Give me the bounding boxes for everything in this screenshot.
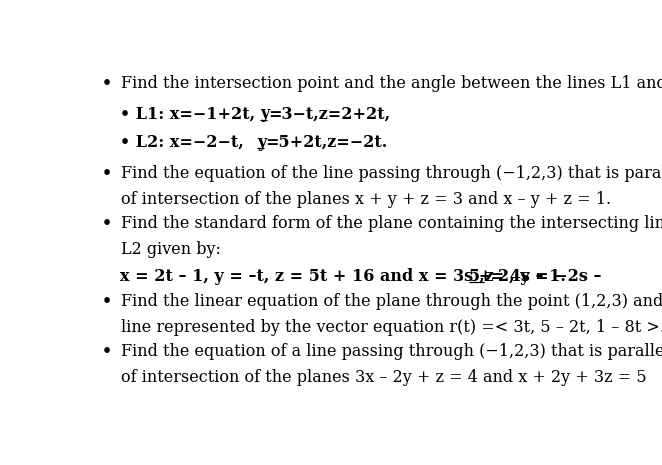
Text: = 4s – 1.: = 4s – 1. bbox=[485, 268, 566, 285]
Text: • L1: x=−1+2t,: • L1: x=−1+2t, bbox=[120, 105, 255, 122]
Text: line represented by the vector equation r(t) =< 3t, 5 – 2t, 1 – 8t >.: line represented by the vector equation … bbox=[121, 319, 662, 336]
Text: •: • bbox=[102, 165, 113, 182]
Text: 5,z: 5,z bbox=[469, 268, 495, 285]
Text: Find the intersection point and the angle between the lines L1 and L2.: Find the intersection point and the angl… bbox=[121, 75, 662, 93]
Text: L2 given by:: L2 given by: bbox=[121, 241, 221, 258]
Text: Find the equation of the line passing through (−1,2,3) that is parallel to the l: Find the equation of the line passing th… bbox=[121, 165, 662, 182]
Text: Find the linear equation of the plane through the point (1,2,3) and contains the: Find the linear equation of the plane th… bbox=[121, 293, 662, 310]
Text: Find the standard form of the plane containing the intersecting lines L1 and: Find the standard form of the plane cont… bbox=[121, 215, 662, 232]
Text: y: y bbox=[260, 105, 269, 122]
Text: Find the equation of a line passing through (−1,2,3) that is parallel to the lin: Find the equation of a line passing thro… bbox=[121, 343, 662, 360]
Text: •: • bbox=[102, 215, 113, 232]
Text: •: • bbox=[102, 343, 113, 360]
Text: •: • bbox=[102, 75, 113, 93]
Text: =5+2t,z=−2t.: =5+2t,z=−2t. bbox=[265, 134, 388, 151]
Text: =3−t,z=2+2t,: =3−t,z=2+2t, bbox=[268, 105, 390, 122]
Text: •: • bbox=[102, 293, 113, 310]
Text: • L2: x=−2−t,: • L2: x=−2−t, bbox=[120, 134, 244, 151]
Text: of intersection of the planes x + y + z = 3 and x – y + z = 1.: of intersection of the planes x + y + z … bbox=[121, 191, 611, 208]
Text: y: y bbox=[257, 134, 266, 151]
Text: x = 2t – 1, y = –t, z = 5t + 16 and x = 3s + 2, y = −2s –: x = 2t – 1, y = –t, z = 5t + 16 and x = … bbox=[120, 268, 607, 285]
Text: of intersection of the planes 3x – 2y + z = 4 and x + 2y + 3z = 5: of intersection of the planes 3x – 2y + … bbox=[121, 369, 647, 386]
